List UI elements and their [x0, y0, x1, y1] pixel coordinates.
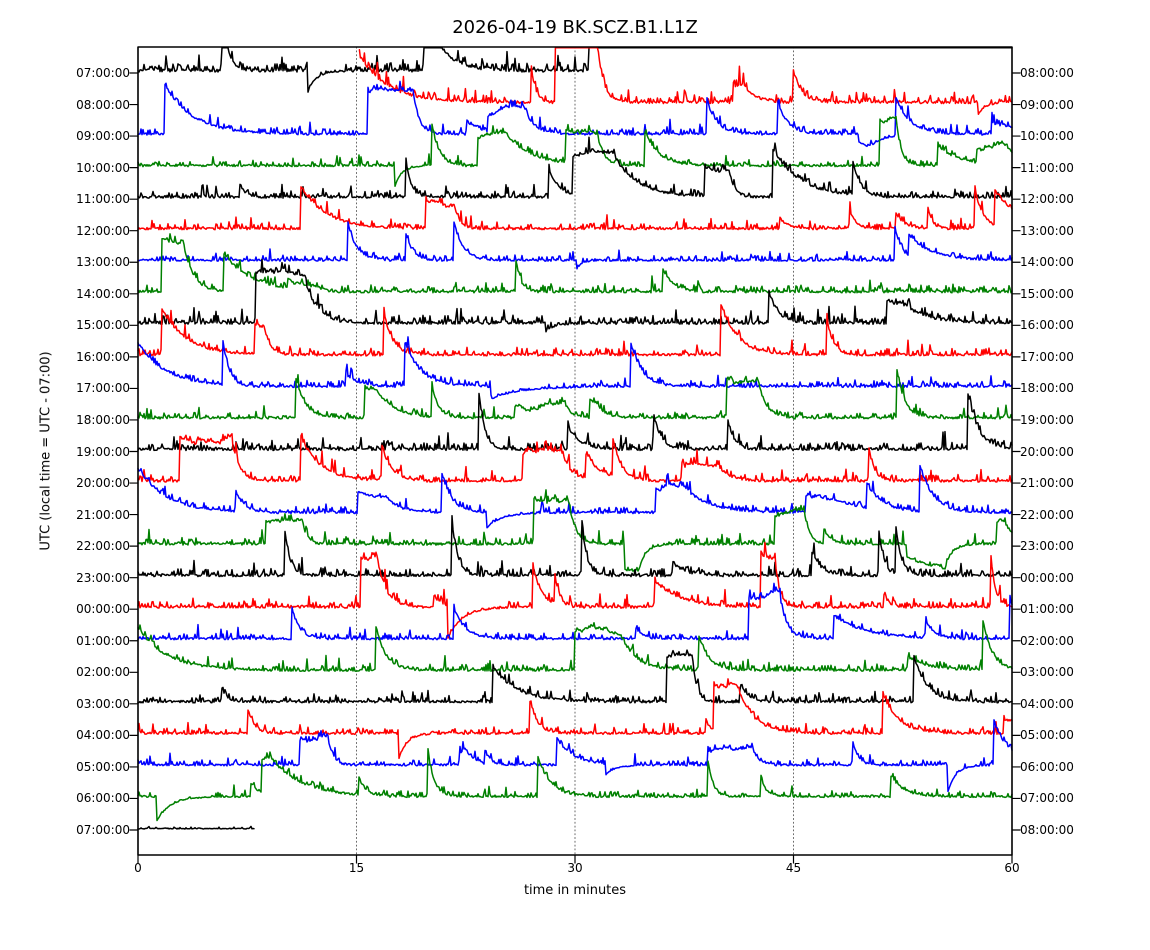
x-tick-label: 0 [134, 861, 142, 875]
right-time-label: 06:00:00 [1020, 759, 1074, 774]
x-axis-label: time in minutes [523, 883, 627, 898]
right-time-label: 15:00:00 [1020, 286, 1074, 301]
left-time-label: 06:00:00 [76, 791, 130, 806]
right-time-label: 01:00:00 [1020, 602, 1074, 617]
right-time-label: 17:00:00 [1020, 349, 1074, 364]
left-time-label: 10:00:00 [76, 160, 130, 175]
chart-title: 2026-04-19 BK.SCZ.B1.L1Z [452, 17, 698, 38]
left-time-label: 20:00:00 [76, 476, 130, 491]
left-time-label: 02:00:00 [76, 665, 130, 680]
right-time-label: 19:00:00 [1020, 412, 1074, 427]
right-time-label: 13:00:00 [1020, 223, 1074, 238]
x-tick-label: 60 [1004, 861, 1020, 875]
left-time-label: 22:00:00 [76, 539, 130, 554]
left-time-label: 12:00:00 [76, 223, 130, 238]
x-tick-label: 45 [785, 861, 802, 875]
right-time-label: 20:00:00 [1020, 444, 1074, 459]
right-time-label: 12:00:00 [1020, 192, 1074, 207]
left-time-label: 17:00:00 [76, 381, 130, 396]
right-time-label: 21:00:00 [1020, 476, 1074, 491]
left-time-label: 09:00:00 [76, 129, 130, 144]
right-time-label: 16:00:00 [1020, 318, 1074, 333]
left-time-label: 01:00:00 [76, 633, 130, 648]
left-time-label: 19:00:00 [76, 444, 130, 459]
left-time-label: 16:00:00 [76, 349, 130, 364]
x-tick-label: 30 [567, 861, 583, 875]
right-time-label: 18:00:00 [1020, 381, 1074, 396]
left-time-label: 14:00:00 [76, 286, 130, 301]
left-time-label: 23:00:00 [76, 570, 130, 585]
right-time-label: 07:00:00 [1020, 791, 1074, 806]
x-tick-label: 15 [348, 861, 365, 875]
right-time-label: 02:00:00 [1020, 633, 1074, 648]
left-time-label: 21:00:00 [76, 507, 130, 522]
right-time-label: 09:00:00 [1020, 97, 1074, 112]
right-time-label: 08:00:00 [1020, 66, 1074, 80]
left-time-label: 07:00:00 [76, 823, 130, 837]
right-time-label: 22:00:00 [1020, 507, 1074, 522]
left-time-label: 00:00:00 [76, 602, 130, 617]
right-time-label: 03:00:00 [1020, 665, 1074, 680]
left-time-label: 18:00:00 [76, 412, 130, 427]
left-time-label: 11:00:00 [76, 192, 130, 207]
left-time-label: 13:00:00 [76, 255, 130, 270]
right-time-label: 10:00:00 [1020, 129, 1074, 144]
right-time-label: 14:00:00 [1020, 255, 1074, 270]
left-time-label: 04:00:00 [76, 728, 130, 743]
right-time-label: 08:00:00 [1020, 823, 1074, 837]
left-time-label: 08:00:00 [76, 97, 130, 112]
right-time-label: 04:00:00 [1020, 696, 1074, 711]
left-time-label: 07:00:00 [76, 66, 130, 80]
left-time-label: 15:00:00 [76, 318, 130, 333]
right-time-label: 00:00:00 [1020, 570, 1074, 585]
right-time-label: 05:00:00 [1020, 728, 1074, 743]
left-time-label: 03:00:00 [76, 696, 130, 711]
right-time-label: 23:00:00 [1020, 539, 1074, 554]
right-time-label: 11:00:00 [1020, 160, 1074, 175]
left-time-label: 05:00:00 [76, 759, 130, 774]
